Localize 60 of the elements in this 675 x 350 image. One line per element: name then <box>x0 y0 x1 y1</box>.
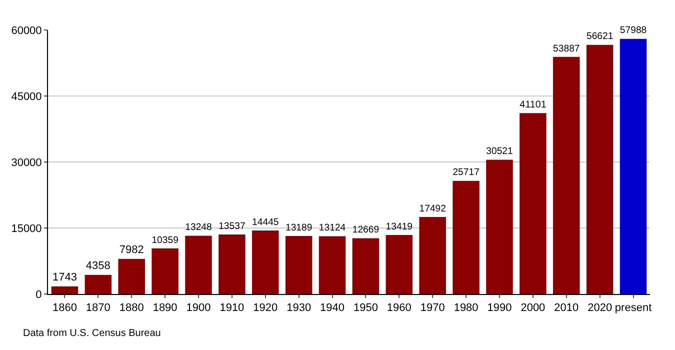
x-tick-label: 1880 <box>119 302 144 314</box>
data-label: 56621 <box>586 31 614 42</box>
text: Data from U.S. Census Bureau <box>23 328 161 339</box>
x-tick-label: present <box>614 302 652 314</box>
bar <box>285 236 312 294</box>
x-tick-label: 2010 <box>554 302 579 314</box>
data-label: 12669 <box>352 224 380 236</box>
data-label: 13248 <box>185 222 212 234</box>
bar <box>252 230 279 294</box>
data-label: 10359 <box>152 234 178 246</box>
bar <box>486 160 513 294</box>
data-label: 25717 <box>452 167 480 178</box>
data-label: 53887 <box>553 43 580 54</box>
data-label: 13537 <box>218 220 246 232</box>
bar <box>51 286 78 294</box>
bar <box>520 113 546 294</box>
bar <box>118 258 145 294</box>
data-label: 7982 <box>119 244 144 256</box>
y-tick-label: 0 <box>36 288 42 301</box>
x-tick-label: 2020 <box>588 302 612 314</box>
bar <box>452 180 480 294</box>
x-tick-label: 1870 <box>86 302 110 314</box>
x-tick-label: 1920 <box>253 302 278 314</box>
bar <box>419 217 446 294</box>
data-label: 14445 <box>252 216 279 228</box>
x-tick-label: 1930 <box>286 302 312 314</box>
bar <box>185 236 212 294</box>
x-tick-label: 1860 <box>52 302 77 314</box>
data-label: 4358 <box>86 260 110 272</box>
x-tick-label: 1950 <box>353 302 378 314</box>
bar <box>553 56 580 294</box>
bar <box>586 44 614 294</box>
data-label: 17492 <box>419 203 446 214</box>
bar <box>352 238 380 294</box>
x-tick-label: 1970 <box>420 302 445 314</box>
y-tick-label: 45000 <box>11 90 42 103</box>
data-label: 13189 <box>285 222 312 234</box>
y-tick-label: 30000 <box>11 156 42 169</box>
data-label: 13419 <box>386 221 413 232</box>
bar <box>318 236 346 294</box>
x-tick-label: 1890 <box>152 302 178 314</box>
data-label: 30521 <box>486 146 513 158</box>
bar <box>620 38 647 294</box>
bar <box>218 234 246 294</box>
x-tick-label: 1980 <box>454 302 478 314</box>
x-tick-label: 1960 <box>386 302 412 314</box>
x-tick-label: 1900 <box>186 302 211 314</box>
data-label: 41101 <box>520 99 547 110</box>
x-tick-label: 1940 <box>320 302 345 314</box>
x-tick-label: 2000 <box>520 302 546 314</box>
bar <box>84 274 112 294</box>
data-label: 57988 <box>620 25 647 36</box>
bar <box>152 248 178 294</box>
y-tick-label: 60000 <box>11 24 42 37</box>
y-tick-label: 15000 <box>11 222 42 235</box>
data-label: 13124 <box>318 222 346 234</box>
data-label: 1743 <box>52 271 77 284</box>
x-tick-label: 1910 <box>220 302 244 314</box>
x-tick-label: 1990 <box>487 302 512 314</box>
bar <box>386 234 413 294</box>
